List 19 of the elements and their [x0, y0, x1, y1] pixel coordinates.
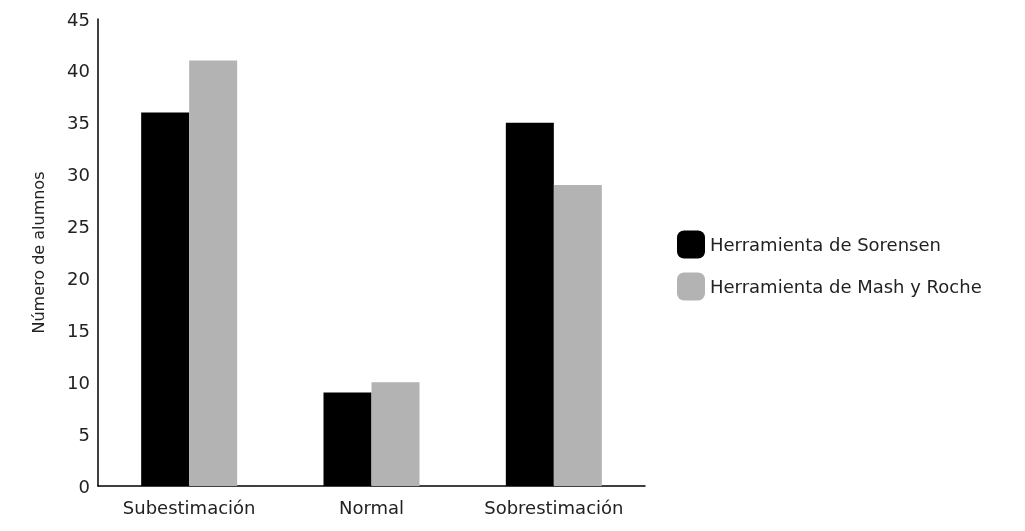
- y-tick-label: 40: [67, 60, 90, 82]
- bar: [553, 185, 602, 486]
- legend-label: Herramienta de Sorensen: [710, 234, 941, 255]
- x-tick-label: Subestimación: [122, 496, 256, 518]
- y-tick-label: 35: [67, 112, 90, 134]
- x-tick-label: Normal: [338, 496, 405, 518]
- y-tick-label: 15: [67, 319, 90, 341]
- bar: [189, 60, 238, 486]
- y-tick-label: 10: [67, 371, 90, 393]
- x-tick-label: Sobrestimación: [484, 496, 624, 518]
- y-tick-label: 0: [78, 475, 90, 497]
- y-axis-title: Número de alumnos: [28, 171, 48, 334]
- y-tick-label: 45: [67, 8, 90, 30]
- y-tick-label: 20: [67, 267, 90, 289]
- y-tick-label: 5: [78, 423, 90, 445]
- bar: [371, 382, 420, 486]
- y-tick-label: 30: [67, 164, 90, 186]
- y-tick-label: 25: [67, 216, 90, 238]
- legend-label: Herramienta de Mash y Roche: [710, 276, 982, 297]
